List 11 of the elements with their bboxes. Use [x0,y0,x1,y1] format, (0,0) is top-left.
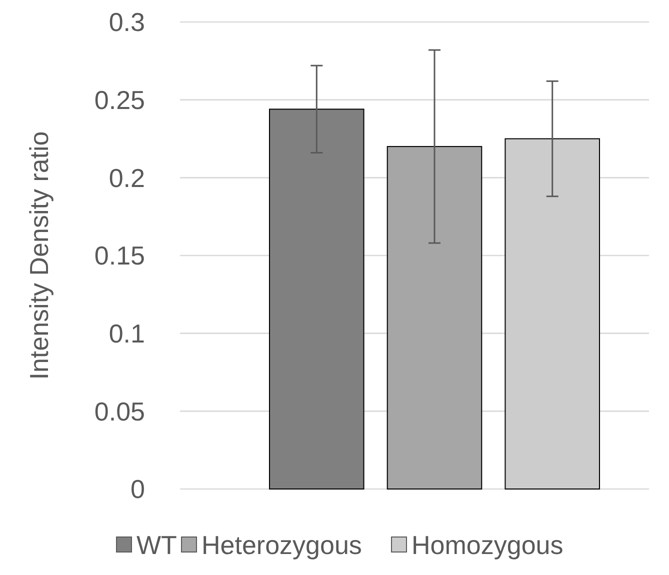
y-tick-label: 0.2 [108,162,145,193]
y-tick-label: 0.1 [108,318,145,348]
legend-label: WT [136,530,178,560]
y-tick-label: 0.25 [94,84,145,115]
y-tick-label: 0.15 [94,240,145,271]
y-tick-label: 0.3 [108,7,145,38]
legend-label: Homozygous [412,530,564,560]
y-axis-title: Intensity Density ratio [24,131,54,380]
legend-label: Heterozygous [202,530,362,560]
y-tick-label: 0.05 [94,396,145,426]
y-tick-label: 0 [130,474,145,504]
